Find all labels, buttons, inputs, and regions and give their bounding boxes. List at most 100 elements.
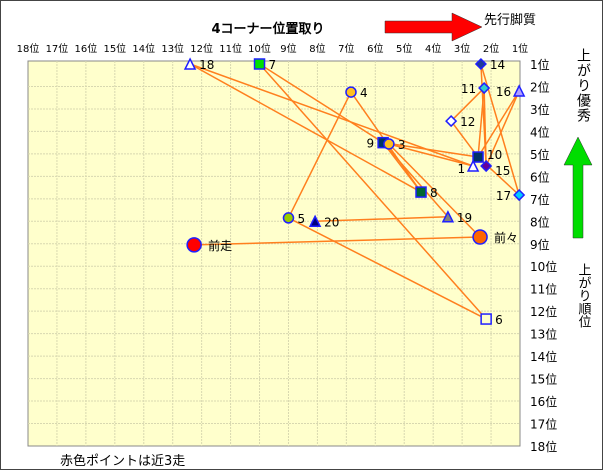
- point-marker-diamond: [474, 57, 487, 71]
- y-tick-labels: 1位 2位 3位 4位 5位 6位 7位 8位 9位 10位 11位 12位 13位 14位 15位 16位 1…: [530, 57, 557, 454]
- y-tick-label: 16位: [530, 394, 557, 409]
- point-marker-diamond: [480, 159, 493, 173]
- connection-line: [259, 63, 384, 144]
- point-marker-square: [415, 186, 427, 198]
- y-tick-label: 7位: [530, 192, 550, 207]
- connection-line: [189, 63, 422, 193]
- connection-line: [194, 236, 481, 246]
- point-marker-triangle: [466, 159, 480, 172]
- x-tick-labels: 18位 17位 16位 15位 14位 13位 12位 11位 10位 9位 8位 7位 6位 5位 4位 3…: [17, 42, 529, 55]
- y-tick-label: 12位: [530, 304, 557, 319]
- y-tick-label: 11位: [530, 282, 557, 297]
- point-label: 17: [496, 189, 511, 203]
- x-tick-label: 6位: [367, 42, 383, 55]
- point-marker-diamond: [513, 188, 526, 202]
- connection-line: [477, 90, 520, 158]
- connection-line: [382, 141, 479, 158]
- point-label: 11: [461, 82, 476, 96]
- point-label: 16: [496, 85, 511, 99]
- point-marker-circle: [472, 229, 488, 245]
- point-label: 12: [460, 115, 475, 129]
- connection-line: [483, 88, 487, 167]
- point-label: 6: [495, 313, 503, 327]
- x-tick-label: 13位: [161, 42, 184, 55]
- point-marker-circle: [186, 237, 202, 253]
- point-label: 7: [269, 58, 277, 72]
- point-marker-triangle: [441, 210, 455, 223]
- x-tick-label: 3位: [454, 42, 470, 55]
- chart-title: 4コーナー位置取り: [211, 21, 324, 37]
- point-label: 5: [297, 212, 305, 226]
- point-marker-square: [253, 58, 266, 70]
- point-marker-square: [472, 151, 484, 163]
- point-label: 4: [360, 86, 368, 100]
- point-marker-circle: [383, 138, 395, 150]
- right-bottom-label: 上がり順位: [576, 263, 592, 328]
- y-tick-label: 2位: [530, 79, 550, 94]
- point-marker-triangle: [308, 214, 322, 228]
- point-label: 20: [324, 215, 339, 229]
- y-tick-label: 8位: [530, 214, 550, 229]
- connection-line: [258, 63, 487, 320]
- x-tick-label: 12位: [190, 42, 213, 55]
- point-marker-diamond: [478, 81, 491, 95]
- y-tick-label: 4位: [530, 124, 550, 139]
- connection-line: [388, 143, 474, 167]
- x-tick-label: 16位: [75, 42, 98, 55]
- up-arrow-green-icon: [563, 136, 593, 239]
- top-arrow-label: 先行脚質: [484, 12, 536, 28]
- point-label: 19: [457, 211, 472, 225]
- x-tick-label: 2位: [483, 42, 499, 55]
- x-tick-label: 5位: [396, 42, 412, 55]
- y-tick-label: 14位: [530, 349, 557, 364]
- connection-line: [382, 142, 449, 218]
- y-tick-label: 6位: [530, 169, 550, 184]
- x-tick-label: 11位: [219, 42, 242, 55]
- connection-line: [485, 90, 520, 167]
- point-marker-circle: [282, 212, 295, 224]
- point-label: 3: [398, 138, 406, 152]
- x-tick-label: 1位: [512, 42, 528, 55]
- footnote: 赤色ポイントは近3走: [60, 453, 185, 469]
- connection-line: [450, 120, 479, 158]
- x-tick-label: 17位: [46, 42, 69, 55]
- x-tick-label: 14位: [132, 42, 155, 55]
- x-tick-label: 8位: [309, 42, 325, 55]
- y-tick-label: 17位: [530, 417, 557, 432]
- y-tick-label: 1位: [530, 57, 550, 72]
- x-tick-label: 9位: [280, 42, 296, 55]
- connection-line: [477, 87, 485, 158]
- point-marker-triangle: [183, 57, 197, 70]
- connection-line: [388, 143, 481, 238]
- x-tick-label: 10位: [248, 42, 271, 55]
- connection-line: [450, 87, 485, 122]
- point-label: 14: [490, 58, 505, 72]
- point-label: 1: [457, 162, 465, 176]
- y-tick-label: 18位: [530, 439, 557, 454]
- y-tick-label: 5位: [530, 147, 550, 162]
- x-tick-label: 15位: [103, 42, 126, 55]
- grid: [27, 60, 521, 447]
- right-top-label: 上がり優秀: [575, 48, 591, 123]
- point-label: 18: [199, 58, 214, 72]
- right-arrow-red-icon: [384, 12, 483, 42]
- x-tick-label: 18位: [17, 42, 40, 55]
- point-label: 8: [430, 186, 438, 200]
- y-tick-label: 3位: [530, 102, 550, 117]
- point-label: 10: [487, 148, 502, 162]
- connection-line: [315, 216, 448, 223]
- plot-area: [27, 60, 521, 447]
- y-tick-label: 13位: [530, 327, 557, 342]
- y-tick-label: 10位: [530, 259, 557, 274]
- point-marker-triangle: [512, 84, 526, 97]
- x-tick-label: 7位: [338, 42, 354, 55]
- y-tick-label: 15位: [530, 372, 557, 387]
- y-tick-label: 9位: [530, 237, 550, 252]
- connection-line: [287, 91, 352, 219]
- x-tick-label: 4位: [425, 42, 441, 55]
- point-marker-circle: [345, 86, 357, 98]
- point-label: 9: [366, 137, 374, 151]
- point-marker-diamond: [445, 115, 458, 128]
